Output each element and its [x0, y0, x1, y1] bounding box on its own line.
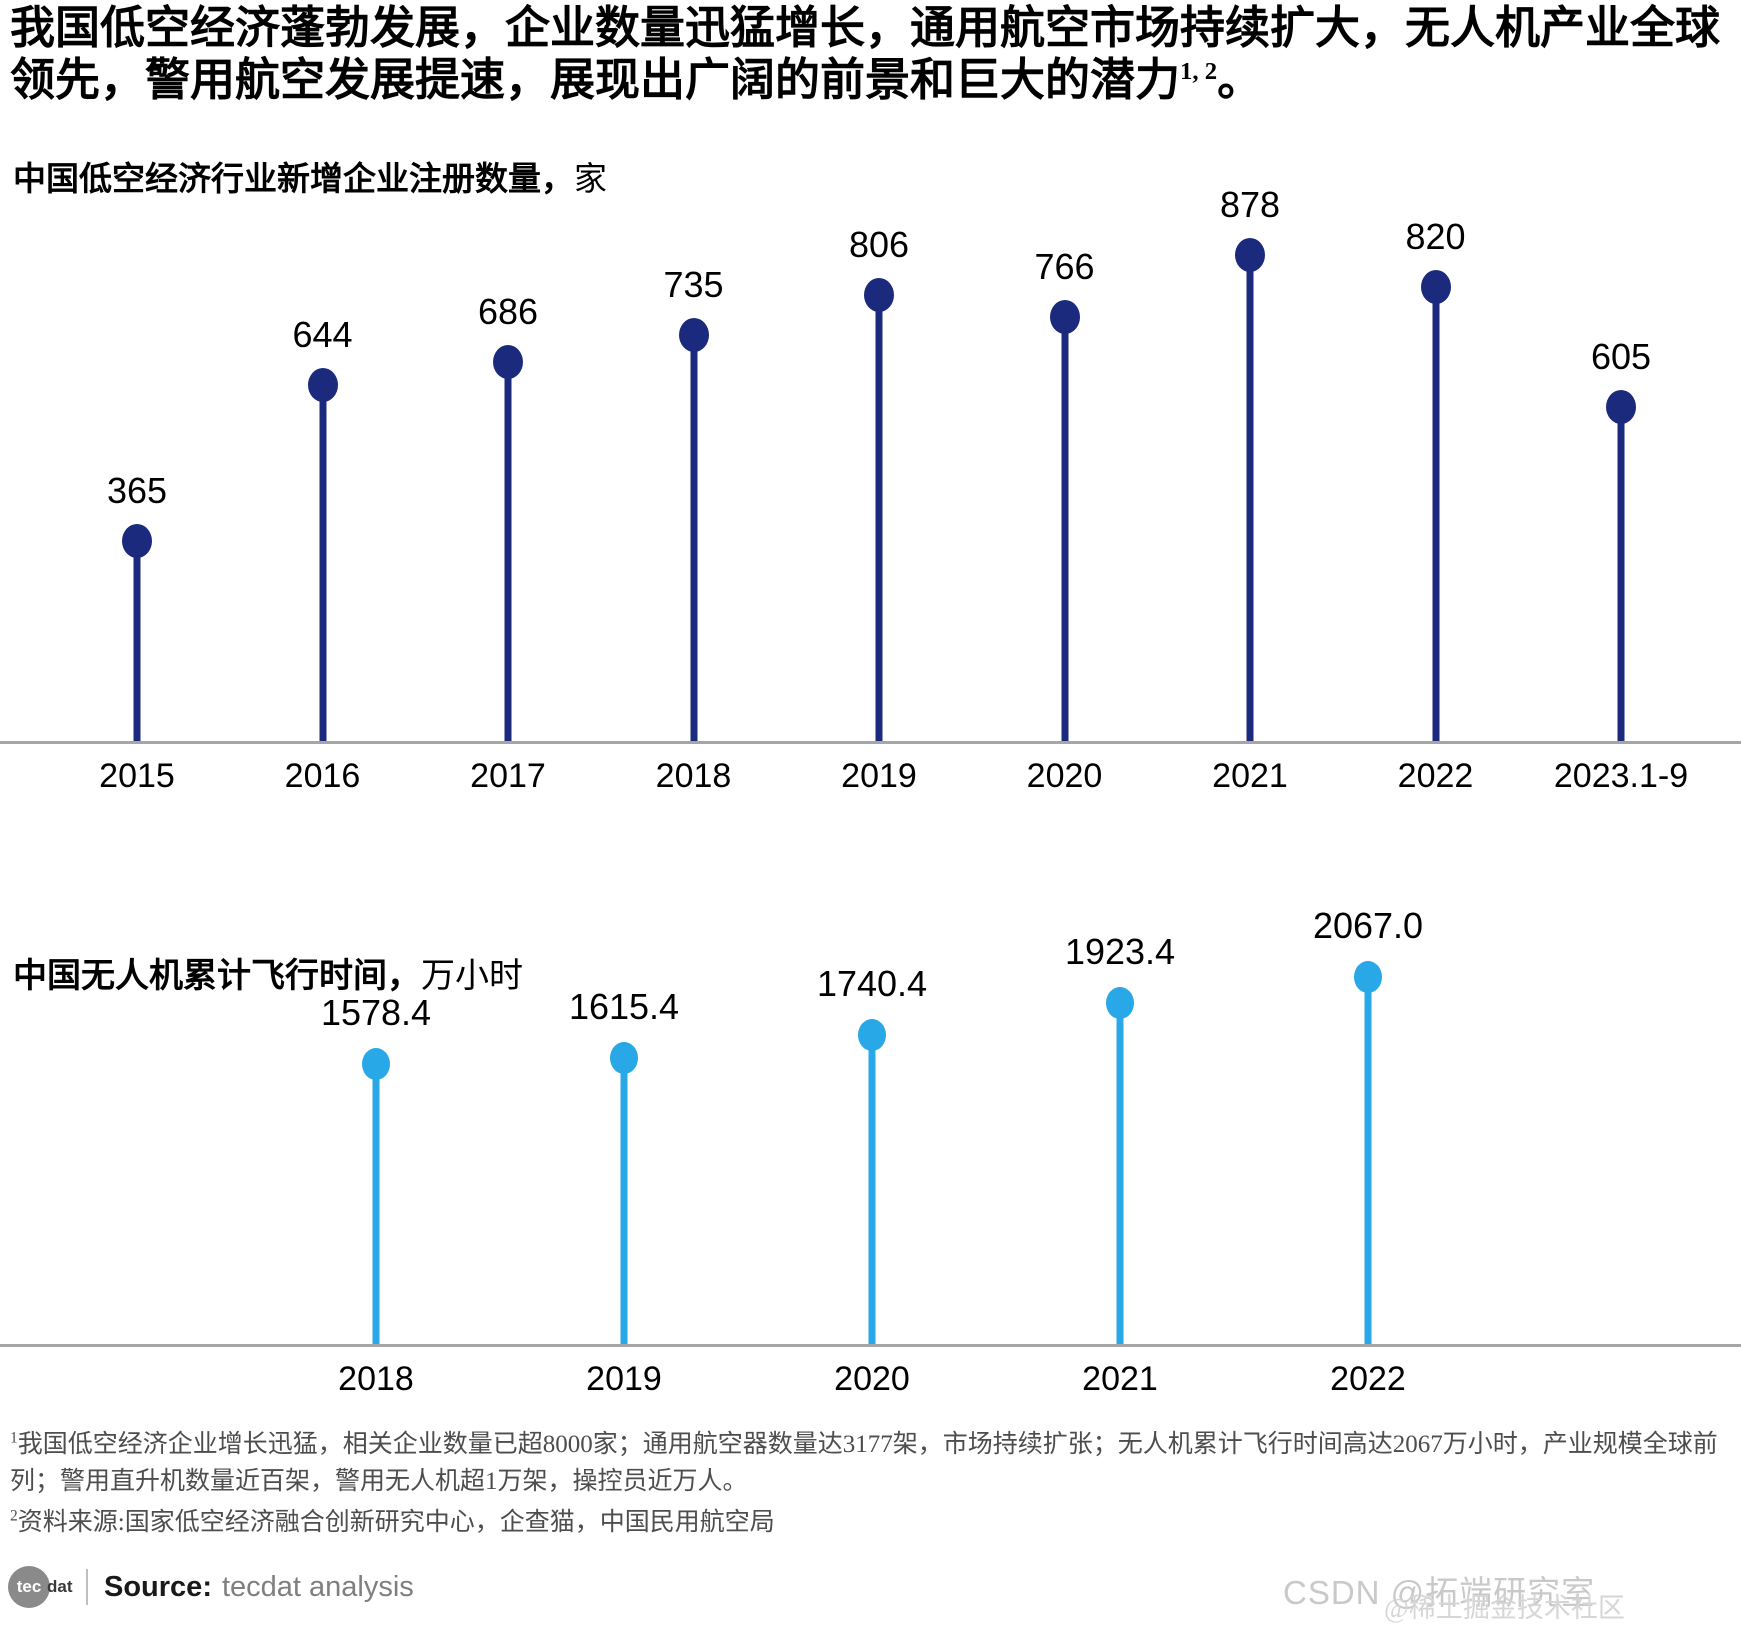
- page-title-footnote-marker: 1, 2: [1180, 58, 1218, 86]
- footnote-2: 2资料来源:国家低空经济融合创新研究中心，企查猫，中国民用航空局: [10, 1504, 1732, 1541]
- data-point-dot: [858, 1019, 886, 1051]
- x-axis-tick-label: 2016: [284, 757, 361, 795]
- chart2-title-separator: ，: [387, 958, 421, 995]
- page-title: 我国低空经济蓬勃发展，企业数量迅猛增长，通用航空市场持续扩大，无人机产业全球领先…: [10, 2, 1734, 106]
- data-point-dot: [1420, 270, 1451, 304]
- lollipop-stem: [1364, 977, 1372, 1347]
- source-divider: [86, 1569, 88, 1605]
- data-point-dot: [122, 524, 152, 558]
- x-axis-tick-label: 2018: [655, 757, 732, 795]
- value-label: 1923.4: [1064, 931, 1176, 972]
- lollipop-stem: [1061, 317, 1068, 744]
- footnotes: 1我国低空经济企业增长迅猛，相关企业数量已超8000家；通用航空器数量达3177…: [10, 1426, 1732, 1545]
- x-axis-tick-label: 2022: [1397, 757, 1474, 795]
- lollipop-stem: [690, 335, 697, 744]
- lollipop-stem: [620, 1058, 628, 1347]
- lollipop-stem: [504, 362, 512, 744]
- lollipop-stem: [868, 1035, 876, 1347]
- tecdat-logo-dat: dat: [47, 1577, 73, 1596]
- data-point-dot: [1049, 300, 1080, 334]
- footnote-1-marker: 1: [10, 1429, 18, 1447]
- chart2-unit-label: 万小时: [421, 958, 523, 995]
- chart1-title: 中国低空经济行业新增企业注册数量，家: [13, 152, 607, 200]
- x-axis-line: [0, 741, 1741, 744]
- value-label: 878: [1219, 184, 1281, 225]
- value-label: 686: [477, 291, 539, 332]
- source-value: tecdat analysis: [221, 1570, 414, 1603]
- value-label: 644: [292, 314, 353, 355]
- x-axis-tick-label: 2018: [338, 1360, 414, 1398]
- lollipop-stem: [875, 295, 883, 744]
- chart1-title-separator: ，: [541, 162, 574, 198]
- lollipop-stem: [1116, 1003, 1124, 1347]
- x-axis-tick-label: 2023.1-9: [1553, 757, 1689, 795]
- data-point-dot: [864, 278, 894, 312]
- x-axis-tick-label: 2019: [841, 757, 917, 795]
- value-label: 1578.4: [320, 992, 432, 1033]
- data-point-dot: [678, 318, 709, 352]
- data-point-dot: [1235, 238, 1265, 272]
- chart1-lollipop-plot: 365 2015 644 2016 686 2017 735 2018 806 2019 766 20…: [0, 184, 1741, 795]
- x-axis-tick-label: 2021: [1212, 757, 1288, 795]
- data-point-dot: [1354, 961, 1382, 993]
- value-label: 735: [663, 264, 724, 305]
- data-point-dot: [362, 1048, 390, 1080]
- value-label: 1740.4: [816, 963, 928, 1004]
- x-axis-tick-label: 2017: [470, 757, 546, 795]
- tecdat-logo-circle-icon: tec: [8, 1566, 50, 1608]
- lollipop-stem: [1246, 255, 1254, 744]
- value-label: 766: [1034, 246, 1095, 287]
- source-row: tec dat Source: tecdat analysis: [8, 1564, 414, 1610]
- tecdat-logo-tec: tec: [16, 1577, 42, 1596]
- page-title-period: 。: [1217, 55, 1263, 106]
- data-point-dot: [307, 368, 338, 402]
- chart2-title: 中国无人机累计飞行时间，万小时: [13, 948, 523, 997]
- value-label: 365: [106, 470, 168, 511]
- value-label: 1615.4: [568, 986, 680, 1027]
- lollipop-stem: [372, 1064, 380, 1347]
- value-label: 806: [848, 224, 910, 265]
- footnote-1: 1我国低空经济企业增长迅猛，相关企业数量已超8000家；通用航空器数量达3177…: [10, 1426, 1732, 1500]
- chart1-unit-label: 家: [574, 162, 607, 198]
- x-axis-line: [0, 1344, 1741, 1347]
- chart1-title-text: 中国低空经济行业新增企业注册数量: [13, 162, 541, 198]
- page-title-text: 我国低空经济蓬勃发展，企业数量迅猛增长，通用航空市场持续扩大，无人机产业全球领先…: [10, 3, 1721, 106]
- data-point-dot: [1606, 390, 1636, 424]
- x-axis-tick-label: 2021: [1082, 1360, 1158, 1398]
- chart2-lollipop-plot: 1578.4 2018 1615.4 2019 1740.4 2020 1923.4 2021…: [0, 905, 1741, 1398]
- tecdat-logo: tec dat: [8, 1566, 84, 1608]
- source-label: Source:: [104, 1570, 212, 1603]
- x-axis-tick-label: 2015: [99, 757, 175, 795]
- lollipop-stem: [1617, 407, 1625, 744]
- x-axis-tick-label: 2020: [834, 1360, 910, 1398]
- watermark-secondary: @稀土掘金技术社区: [1384, 1593, 1625, 1623]
- data-point-dot: [1106, 987, 1134, 1019]
- value-label: 605: [1590, 336, 1652, 377]
- x-axis-tick-label: 2019: [586, 1360, 662, 1398]
- data-point-dot: [610, 1042, 638, 1074]
- x-axis-tick-label: 2022: [1330, 1360, 1406, 1398]
- x-axis-tick-label: 2020: [1026, 757, 1103, 795]
- data-point-dot: [493, 345, 523, 379]
- footnote-1-text: 我国低空经济企业增长迅猛，相关企业数量已超8000家；通用航空器数量达3177架…: [10, 1431, 1718, 1495]
- lollipop-stem: [133, 541, 141, 744]
- watermark-csdn: CSDN @拓端研究室: [1283, 1574, 1596, 1611]
- lollipop-stem: [319, 385, 326, 744]
- footnote-2-text: 资料来源:国家低空经济融合创新研究中心，企查猫，中国民用航空局: [17, 1509, 775, 1536]
- lollipop-stem: [1432, 287, 1439, 744]
- value-label: 2067.0: [1312, 905, 1424, 946]
- footnote-2-marker: 2: [10, 1507, 18, 1525]
- chart2-title-text: 中国无人机累计飞行时间: [13, 958, 387, 995]
- value-label: 820: [1405, 216, 1466, 257]
